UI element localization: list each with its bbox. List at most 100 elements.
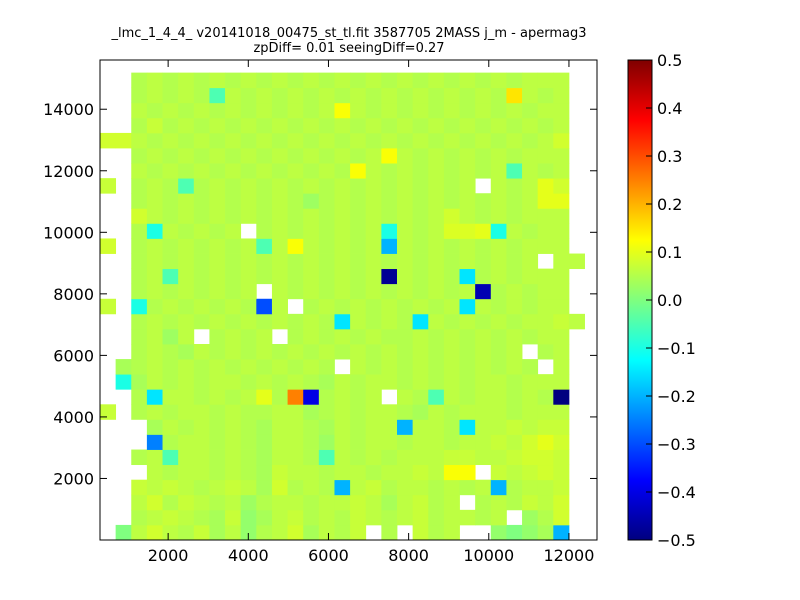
heatmap-cell [256, 389, 273, 405]
heatmap-cell [459, 87, 476, 104]
heatmap-cell [412, 163, 429, 179]
heatmap-cell [350, 374, 367, 390]
heatmap-cell [287, 389, 304, 405]
heatmap-cell [162, 208, 179, 224]
heatmap-cell [443, 102, 460, 119]
heatmap-cell [193, 389, 210, 405]
heatmap-cell [490, 148, 507, 164]
heatmap-cell [178, 374, 195, 390]
heatmap-cell [256, 178, 273, 194]
heatmap-cell [365, 509, 382, 526]
heatmap-cell [397, 163, 414, 179]
heatmap-cell [318, 298, 335, 315]
heatmap-cell [240, 87, 257, 104]
heatmap-cell [428, 163, 445, 179]
heatmap-cell [162, 344, 179, 360]
heatmap-cell [162, 193, 179, 209]
heatmap-cell [475, 238, 492, 254]
heatmap-cell [459, 148, 476, 164]
heatmap-cell [334, 148, 351, 164]
heatmap-cell [303, 344, 320, 360]
heatmap-cell [443, 359, 460, 375]
heatmap-cell [318, 178, 335, 194]
heatmap-cell [193, 178, 210, 194]
heatmap-cell [443, 117, 460, 134]
heatmap-cell [428, 494, 445, 511]
heatmap-cell [146, 313, 163, 330]
heatmap-cell [318, 389, 335, 405]
heatmap-cell [553, 389, 570, 405]
heatmap-cell [459, 117, 476, 134]
heatmap-cell [428, 253, 445, 270]
heatmap-cell [397, 283, 414, 300]
y-tick-label: 8000 [53, 285, 94, 304]
heatmap-cell [178, 434, 195, 450]
heatmap-cell [146, 359, 163, 375]
heatmap-cell [225, 494, 242, 511]
heatmap-cell [506, 268, 523, 285]
heatmap-cell [428, 449, 445, 466]
heatmap-cell [397, 344, 414, 360]
heatmap-cell [303, 253, 320, 270]
heatmap-cell [412, 464, 429, 481]
heatmap-cell [162, 117, 179, 134]
heatmap-cell [506, 434, 523, 450]
heatmap-cell [428, 132, 445, 149]
heatmap-cell [475, 102, 492, 119]
heatmap-cell [365, 479, 382, 496]
heatmap-cell [287, 193, 304, 209]
heatmap-cell [287, 313, 304, 330]
heatmap-cell [381, 87, 398, 104]
heatmap-cell [178, 404, 195, 420]
heatmap-cell [178, 163, 195, 179]
heatmap-cell [490, 464, 507, 481]
y-tick-label: 14000 [43, 100, 94, 119]
heatmap-cell [537, 72, 554, 89]
heatmap-cell [209, 132, 226, 149]
heatmap-cell [271, 148, 288, 164]
heatmap-cell [146, 163, 163, 179]
heatmap-cell [193, 117, 210, 134]
heatmap-cell [350, 344, 367, 360]
heatmap-cell [553, 524, 570, 541]
heatmap-cell [178, 313, 195, 330]
heatmap-cell [303, 328, 320, 345]
heatmap-cell [303, 178, 320, 194]
heatmap-cell [334, 404, 351, 420]
heatmap-cell [475, 283, 492, 300]
heatmap-cell [522, 479, 539, 496]
heatmap-cell [178, 389, 195, 405]
heatmap-cell [490, 208, 507, 224]
heatmap-cell [459, 72, 476, 89]
heatmap-cell [178, 464, 195, 481]
heatmap-cell [365, 132, 382, 149]
heatmap-cell [350, 238, 367, 254]
heatmap-cell [365, 163, 382, 179]
heatmap-cell [162, 72, 179, 89]
heatmap-cell [443, 87, 460, 104]
heatmap-cell [459, 208, 476, 224]
heatmap-cell [428, 208, 445, 224]
heatmap-cell [412, 328, 429, 345]
heatmap-cell [115, 132, 132, 149]
heatmap-cell [381, 419, 398, 435]
heatmap-cell [334, 494, 351, 511]
heatmap-cell [350, 117, 367, 134]
heatmap-cell [537, 404, 554, 420]
colorbar-tick-label: 0.5 [657, 51, 682, 70]
heatmap-cell [131, 524, 148, 541]
heatmap-cell [240, 193, 257, 209]
heatmap-cell [334, 479, 351, 496]
heatmap-cell [381, 313, 398, 330]
heatmap-cell [443, 208, 460, 224]
heatmap-cell [209, 117, 226, 134]
heatmap-cell [490, 328, 507, 345]
heatmap-cell [553, 374, 570, 390]
heatmap-cell [412, 117, 429, 134]
heatmap-cell [350, 419, 367, 435]
heatmap-cell [162, 87, 179, 104]
heatmap-cell [131, 359, 148, 375]
heatmap-cell [193, 268, 210, 285]
heatmap-cell [397, 87, 414, 104]
heatmap-cell [256, 72, 273, 89]
